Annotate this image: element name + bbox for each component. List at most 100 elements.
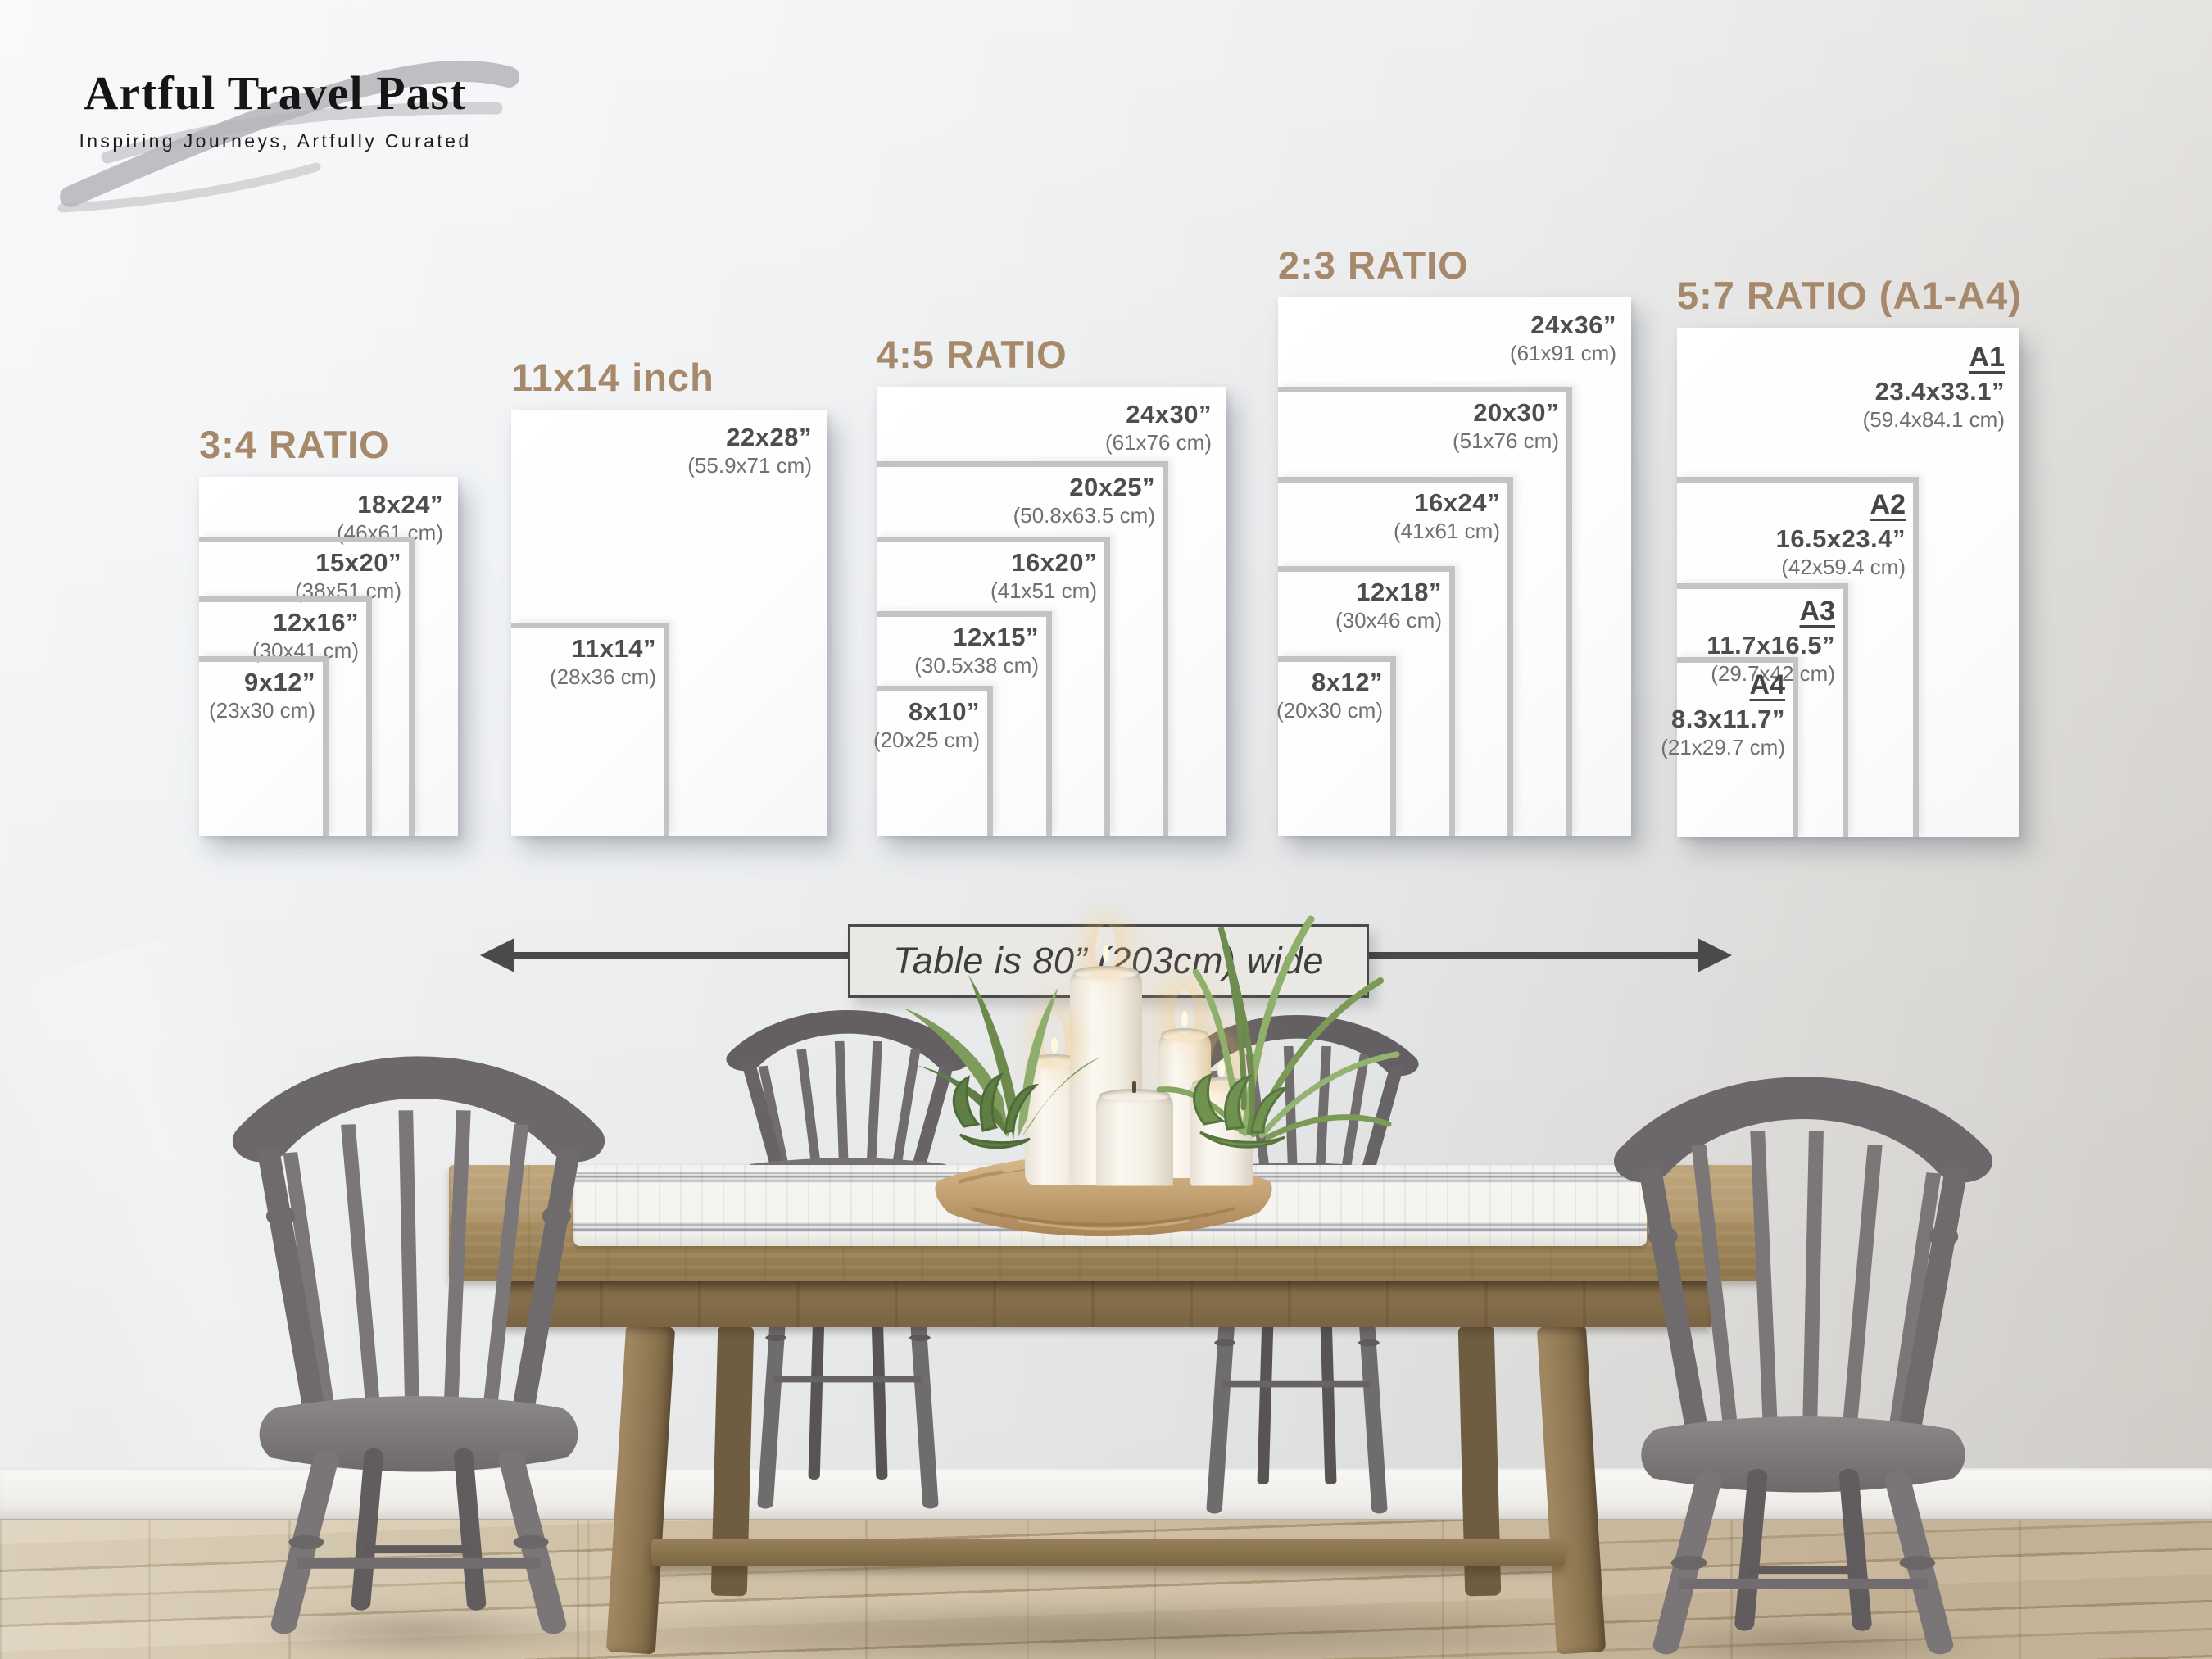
size-panel: 2:3 RATIO 24x36” (61x91 cm) 20x30” (51x76 cm… (1276, 243, 1631, 836)
size-inches: 16x20” (1011, 548, 1097, 577)
size-inches: 8.3x11.7” (1671, 705, 1785, 734)
size-panel: 11x14 inch 22x28” (55.9x71 cm) 11x14” (28x36… (511, 356, 827, 836)
size-label: 8x10” (20x25 cm) (873, 697, 980, 752)
size-label: 15x20” (38x51 cm) (295, 548, 401, 603)
size-inches: 12x18” (1356, 578, 1442, 606)
size-cm: (30x46 cm) (1335, 607, 1442, 632)
size-label: 24x30” (61x76 cm) (1105, 400, 1212, 455)
panel-title: 5:7 RATIO (A1-A4) (1677, 274, 2022, 317)
size-rect (877, 611, 1052, 836)
size-inches: 12x15” (953, 623, 1039, 651)
size-label: 12x15” (30.5x38 cm) (914, 623, 1039, 678)
size-rect (199, 656, 329, 836)
brand-tagline: Inspiring Journeys, Artfully Curated (79, 129, 472, 152)
size-code: A4 (1749, 669, 1785, 700)
size-code: A3 (1799, 596, 1835, 627)
size-inches: 20x25” (1069, 473, 1155, 501)
size-inches: 24x36” (1530, 310, 1616, 339)
panel-title: 2:3 RATIO (1278, 243, 1469, 287)
size-cm: (20x25 cm) (873, 727, 980, 752)
size-inches: 22x28” (726, 423, 812, 451)
size-cm: (28x36 cm) (549, 664, 656, 689)
table-shadow (492, 1596, 1737, 1659)
air-plant-right (1156, 915, 1400, 1149)
size-cm: (23x30 cm) (208, 697, 315, 723)
size-cm: (41x51 cm) (990, 578, 1097, 603)
size-cm: (61x76 cm) (1104, 429, 1212, 455)
size-rect (1677, 657, 1798, 837)
size-label: 22x28” (55.9x71 cm) (687, 423, 812, 478)
brush-stroke-graphic (57, 60, 519, 213)
size-cm: (61x91 cm) (1509, 340, 1616, 365)
size-panel: 4:5 RATIO 24x30” (61x76 cm) 20x25” (50.8x63.… (873, 333, 1226, 836)
brand-logo: Artful Travel Past Inspiring Journeys, A… (51, 60, 519, 213)
succulent-plant-left (903, 975, 1101, 1149)
size-inches: 12x16” (273, 608, 359, 637)
candle-flame (1095, 924, 1117, 968)
size-rect (1278, 477, 1513, 836)
size-label: A1 23.4x33.1” (59.4x84.1 cm) (1863, 341, 2005, 432)
size-label: 16x20” (41x51 cm) (990, 548, 1097, 603)
size-rect (1278, 387, 1572, 836)
size-label: A4 8.3x11.7” (21x29.7 cm) (1661, 669, 1785, 759)
size-code: A1 (1969, 342, 2005, 373)
size-inches: 23.4x33.1” (1874, 377, 2005, 406)
size-rect (877, 537, 1110, 836)
size-label: 12x18” (30x46 cm) (1335, 578, 1442, 632)
arrow-left-icon (480, 938, 514, 972)
size-inches: 9x12” (244, 668, 315, 696)
size-rect (1278, 566, 1455, 836)
size-label: 12x16” (30x41 cm) (252, 608, 359, 663)
size-cm: (29.7x42 cm) (1711, 660, 1835, 686)
size-inches: 11x14” (572, 634, 656, 663)
size-label: A2 16.5x23.4” (42x59.4 cm) (1776, 488, 1906, 579)
panel-title: 3:4 RATIO (199, 423, 390, 466)
table-apron (501, 1281, 1711, 1327)
size-rect (1278, 656, 1396, 836)
candle-flame (1174, 990, 1195, 1034)
size-cm: (55.9x71 cm) (687, 452, 812, 478)
size-label: 11x14” (28x36 cm) (550, 634, 656, 689)
size-label: 16x24” (41x61 cm) (1394, 488, 1500, 543)
size-label: 24x36” (61x91 cm) (1510, 310, 1616, 365)
candle-flame (1044, 1016, 1065, 1060)
candle-wick (1132, 1081, 1136, 1093)
size-inches: 24x30” (1126, 400, 1212, 428)
candle (1096, 1081, 1173, 1194)
brand-name: Artful Travel Past (84, 66, 467, 120)
size-panel: 5:7 RATIO (A1-A4) A1 23.4x33.1” (59.4x84.1 … (1661, 274, 2021, 837)
size-rect (511, 623, 669, 836)
size-inches: 18x24” (357, 490, 443, 519)
size-rect (1677, 477, 1919, 837)
size-inches: 15x20” (315, 548, 401, 577)
panel-title: 11x14 inch (511, 356, 714, 399)
size-rect (1677, 583, 1848, 837)
size-inches: 16x24” (1414, 488, 1500, 517)
size-inches: 20x30” (1473, 398, 1559, 427)
size-cm: (30.5x38 cm) (914, 652, 1039, 678)
size-cm: (59.4x84.1 cm) (1862, 406, 2005, 432)
size-label: 9x12” (23x30 cm) (209, 668, 315, 723)
size-inches: 16.5x23.4” (1775, 524, 1906, 554)
size-code: A2 (1870, 489, 1906, 520)
size-cm: (21x29.7 cm) (1661, 734, 1785, 759)
size-inches: 8x12” (1312, 668, 1383, 696)
size-rect (199, 537, 415, 836)
panel-title: 4:5 RATIO (877, 333, 1067, 376)
arrow-right-icon (1698, 938, 1732, 972)
size-inches: 8x10” (909, 697, 980, 726)
right-chair (1607, 1049, 1999, 1659)
size-panel: 3:4 RATIO 18x24” (46x61 cm) 15x20” (38x51 cm… (199, 423, 458, 836)
size-label: 20x30” (51x76 cm) (1453, 398, 1559, 453)
size-rect (877, 461, 1168, 836)
size-cm: (51x76 cm) (1452, 428, 1559, 453)
size-inches: 11.7x16.5” (1707, 631, 1835, 660)
size-rect (199, 596, 372, 836)
size-cm: (42x59.4 cm) (1781, 554, 1906, 579)
candle-flame (1211, 1039, 1232, 1083)
size-label: 20x25” (50.8x63.5 cm) (1013, 473, 1155, 528)
size-cm: (20x30 cm) (1276, 697, 1383, 723)
left-chair (226, 1028, 611, 1639)
size-cm: (50.8x63.5 cm) (1013, 502, 1155, 528)
